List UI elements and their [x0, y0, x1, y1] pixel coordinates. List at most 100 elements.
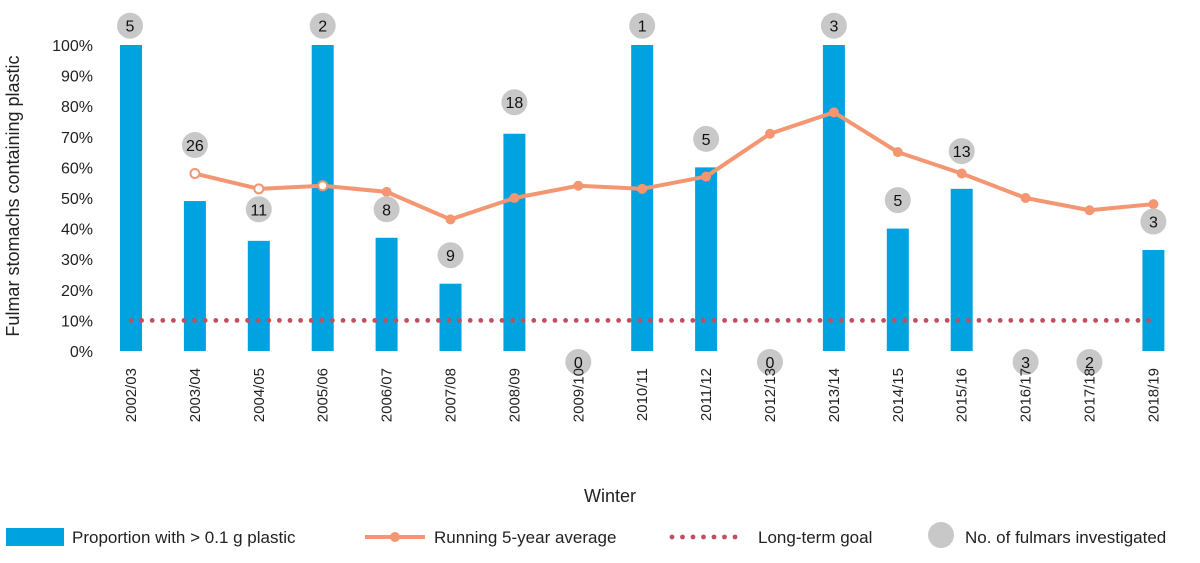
bar: [1142, 250, 1165, 351]
goal-dot: [245, 318, 251, 323]
goal-dot: [701, 318, 706, 323]
average-point: [828, 107, 839, 118]
goal-dot: [891, 318, 897, 323]
legend-goal-dot: [680, 534, 685, 540]
legend-goal-dot: [690, 534, 696, 540]
goal-dot: [807, 318, 812, 323]
goal-dot: [595, 318, 600, 323]
goal-dot: [1072, 318, 1077, 323]
count-bubble: [117, 12, 143, 39]
goal-dot: [637, 318, 643, 323]
goal-dot: [531, 318, 537, 323]
goal-dot: [414, 318, 420, 323]
goal-dot: [626, 318, 632, 323]
count-bubble: [693, 125, 720, 152]
goal-dot: [881, 318, 886, 323]
goal-dot: [1093, 318, 1098, 323]
y-tick-label: 80%: [61, 99, 93, 116]
goal-dot: [436, 318, 441, 323]
count-label: 5: [893, 193, 902, 210]
goal-dot: [361, 318, 367, 323]
x-tick-label: 2007/08: [443, 368, 460, 422]
x-tick-label: 2008/09: [506, 368, 523, 422]
count-bubble: [373, 196, 400, 223]
goal-dot: [1103, 318, 1109, 323]
average-point: [381, 186, 392, 197]
bar: [375, 237, 398, 351]
x-tick-label: 2002/03: [123, 368, 140, 422]
goal-dot: [319, 318, 325, 323]
goal-dot: [499, 318, 505, 323]
goal-dot: [1050, 318, 1056, 323]
legend-average-label: Running 5-year average: [434, 528, 616, 547]
goal-dot: [340, 318, 346, 323]
goal-dot: [563, 318, 568, 323]
goal-series: [128, 318, 1151, 323]
bar: [311, 45, 334, 351]
y-tick-label: 70%: [61, 130, 93, 147]
count-bubble: [245, 196, 272, 223]
legend-count-label: No. of fulmars investigated: [965, 528, 1166, 547]
count-label: 0: [574, 355, 583, 372]
x-tick-label: 2003/04: [187, 368, 204, 422]
goal-dot: [171, 318, 176, 323]
y-tick-label: 20%: [61, 283, 93, 300]
legend-count-swatch: [928, 522, 954, 548]
average-point: [189, 168, 201, 180]
average-series: [189, 107, 1159, 225]
goal-dot: [393, 318, 399, 323]
y-tick-label: 30%: [61, 252, 93, 269]
count-bubble: [629, 12, 656, 39]
count-labels: 5 26 11 2 8 9 18 0 1 5 0 3 5 13 3 2 3: [117, 12, 1167, 375]
count-bubble: [1012, 349, 1039, 375]
x-tick-label: 2009/10: [570, 368, 587, 422]
goal-dot: [351, 318, 356, 323]
average-point: [253, 183, 265, 195]
average-point: [765, 128, 775, 139]
goal-dot: [976, 318, 982, 323]
goal-dot: [128, 318, 134, 323]
count-label: 1: [638, 19, 647, 36]
goal-dot: [1061, 318, 1067, 323]
x-tick-label: 2006/07: [379, 368, 396, 422]
x-tick-label: 2005/06: [315, 368, 332, 422]
goal-dot: [785, 318, 791, 323]
goal-dot: [732, 318, 738, 323]
average-point: [1148, 199, 1159, 210]
count-label: 2: [1085, 355, 1094, 372]
goal-dot: [860, 318, 865, 323]
y-tick-label: 40%: [61, 222, 93, 239]
goal-dot: [446, 318, 452, 323]
y-tick-label: 90%: [61, 69, 93, 86]
bar: [822, 45, 845, 351]
bar: [950, 188, 973, 351]
goal-dot: [489, 318, 494, 323]
count-label: 9: [446, 248, 455, 265]
goal-dot: [1029, 318, 1035, 323]
legend-goal-swatch: [669, 534, 738, 540]
goal-dot: [467, 318, 473, 323]
average-point: [317, 180, 329, 192]
count-label: 0: [766, 355, 775, 372]
goal-dot: [796, 318, 802, 323]
legend-goal-dot: [722, 534, 727, 540]
x-tick-label: 2014/15: [890, 368, 907, 422]
goal-dot: [425, 318, 431, 323]
goal-dot: [404, 318, 409, 323]
x-tick-label: 2011/12: [698, 368, 715, 421]
average-point: [1084, 205, 1095, 216]
legend: Proportion with > 0.1 g plastic Running …: [6, 522, 1166, 548]
goal-dot: [944, 318, 950, 323]
goal-dot: [679, 318, 685, 323]
bar: [503, 133, 526, 351]
goal-dot: [1125, 318, 1130, 323]
goal-dot: [542, 318, 547, 323]
count-bubble: [820, 12, 847, 39]
y-axis-ticks: 0% 10% 20% 30% 40% 50% 60% 70% 80% 90% 100%: [52, 38, 93, 361]
goal-dot: [383, 318, 388, 323]
goal-dot: [616, 318, 621, 323]
goal-dot: [955, 318, 961, 323]
count-label: 11: [250, 202, 267, 219]
average-point: [573, 180, 584, 191]
average-point: [637, 183, 648, 194]
